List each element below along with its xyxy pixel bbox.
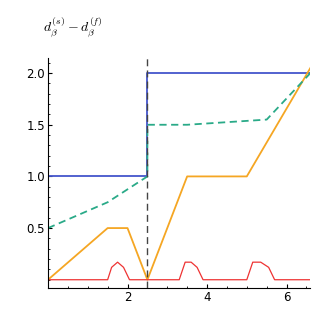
Text: $d_{\beta}^{(s)} - d_{\beta}^{(f)}$: $d_{\beta}^{(s)} - d_{\beta}^{(f)}$ [43,15,102,39]
